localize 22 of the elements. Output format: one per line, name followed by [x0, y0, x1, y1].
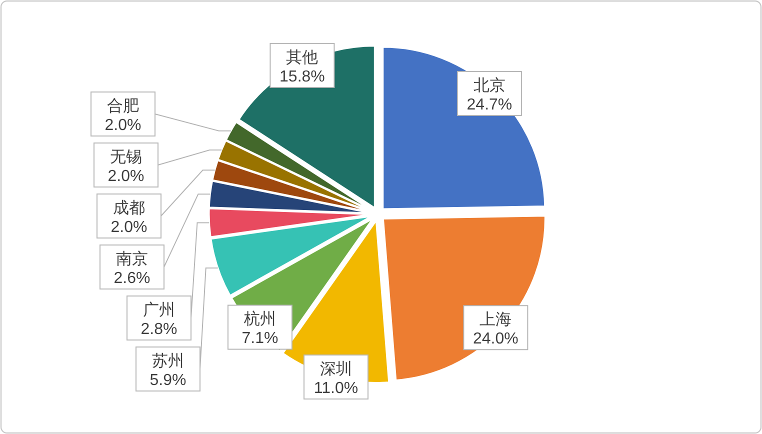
- slice-label: 南京: [116, 250, 148, 268]
- data-label: 2.6%: [114, 270, 150, 287]
- data-label: 5.9%: [150, 372, 186, 389]
- data-label: 11.0%: [314, 380, 358, 397]
- slice-label: 成都: [113, 199, 145, 217]
- data-label: 15.8%: [280, 68, 325, 86]
- slice-label: 杭州: [242, 310, 276, 328]
- slice-label: 广州: [143, 301, 175, 319]
- slice-label: 上海: [480, 310, 512, 329]
- slice-label: 无锡: [110, 149, 142, 166]
- slice-label: 北京: [473, 76, 506, 94]
- data-label: 24.7%: [466, 96, 512, 114]
- slice-label: 深圳: [320, 360, 352, 378]
- data-label: 2.0%: [108, 168, 144, 185]
- data-label: 2.0%: [110, 219, 148, 236]
- data-label: 7.1%: [242, 330, 278, 348]
- slice-label: 苏州: [152, 352, 184, 370]
- data-label: 2.8%: [140, 321, 178, 338]
- slice-label: 合肥: [107, 97, 139, 115]
- data-label: 2.0%: [104, 117, 142, 134]
- data-label: 24.0%: [473, 330, 518, 348]
- slice-label: 其他: [286, 48, 318, 66]
